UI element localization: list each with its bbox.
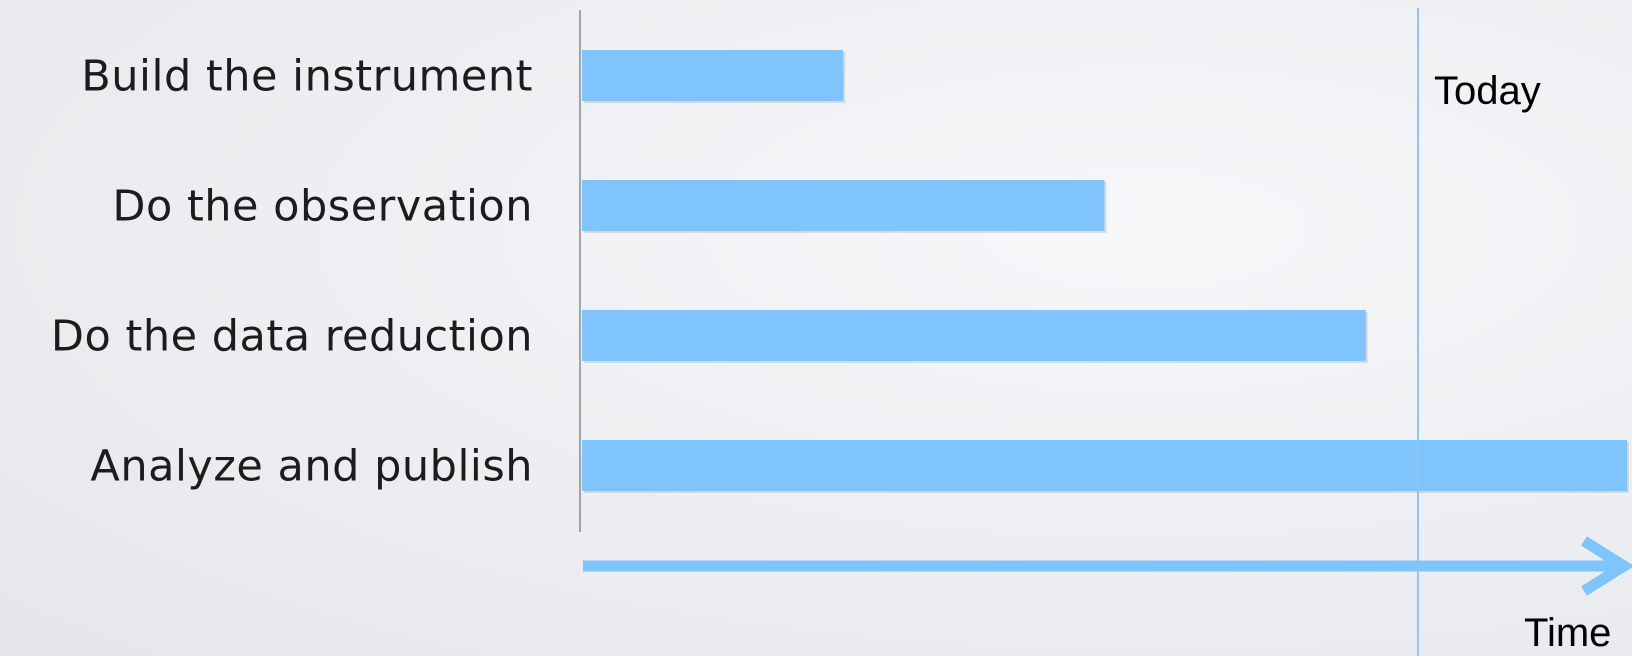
category-label: Analyze and publish <box>90 442 533 492</box>
category-label: Build the instrument <box>81 52 533 102</box>
bars-layer <box>582 50 1629 493</box>
labels-layer: Build the instrument Do the observation Do… <box>51 52 533 492</box>
x-axis-label: Time <box>1524 611 1611 655</box>
bar-do-the-observation <box>582 180 1105 231</box>
today-label: Today <box>1434 69 1541 113</box>
category-label: Do the data reduction <box>51 312 533 362</box>
time-axis-arrow <box>583 536 1632 596</box>
category-label: Do the observation <box>112 182 533 232</box>
bar-build-the-instrument <box>582 50 844 101</box>
bar-do-the-data-reduction <box>582 310 1366 361</box>
bar-analyze-and-publish <box>582 440 1627 491</box>
